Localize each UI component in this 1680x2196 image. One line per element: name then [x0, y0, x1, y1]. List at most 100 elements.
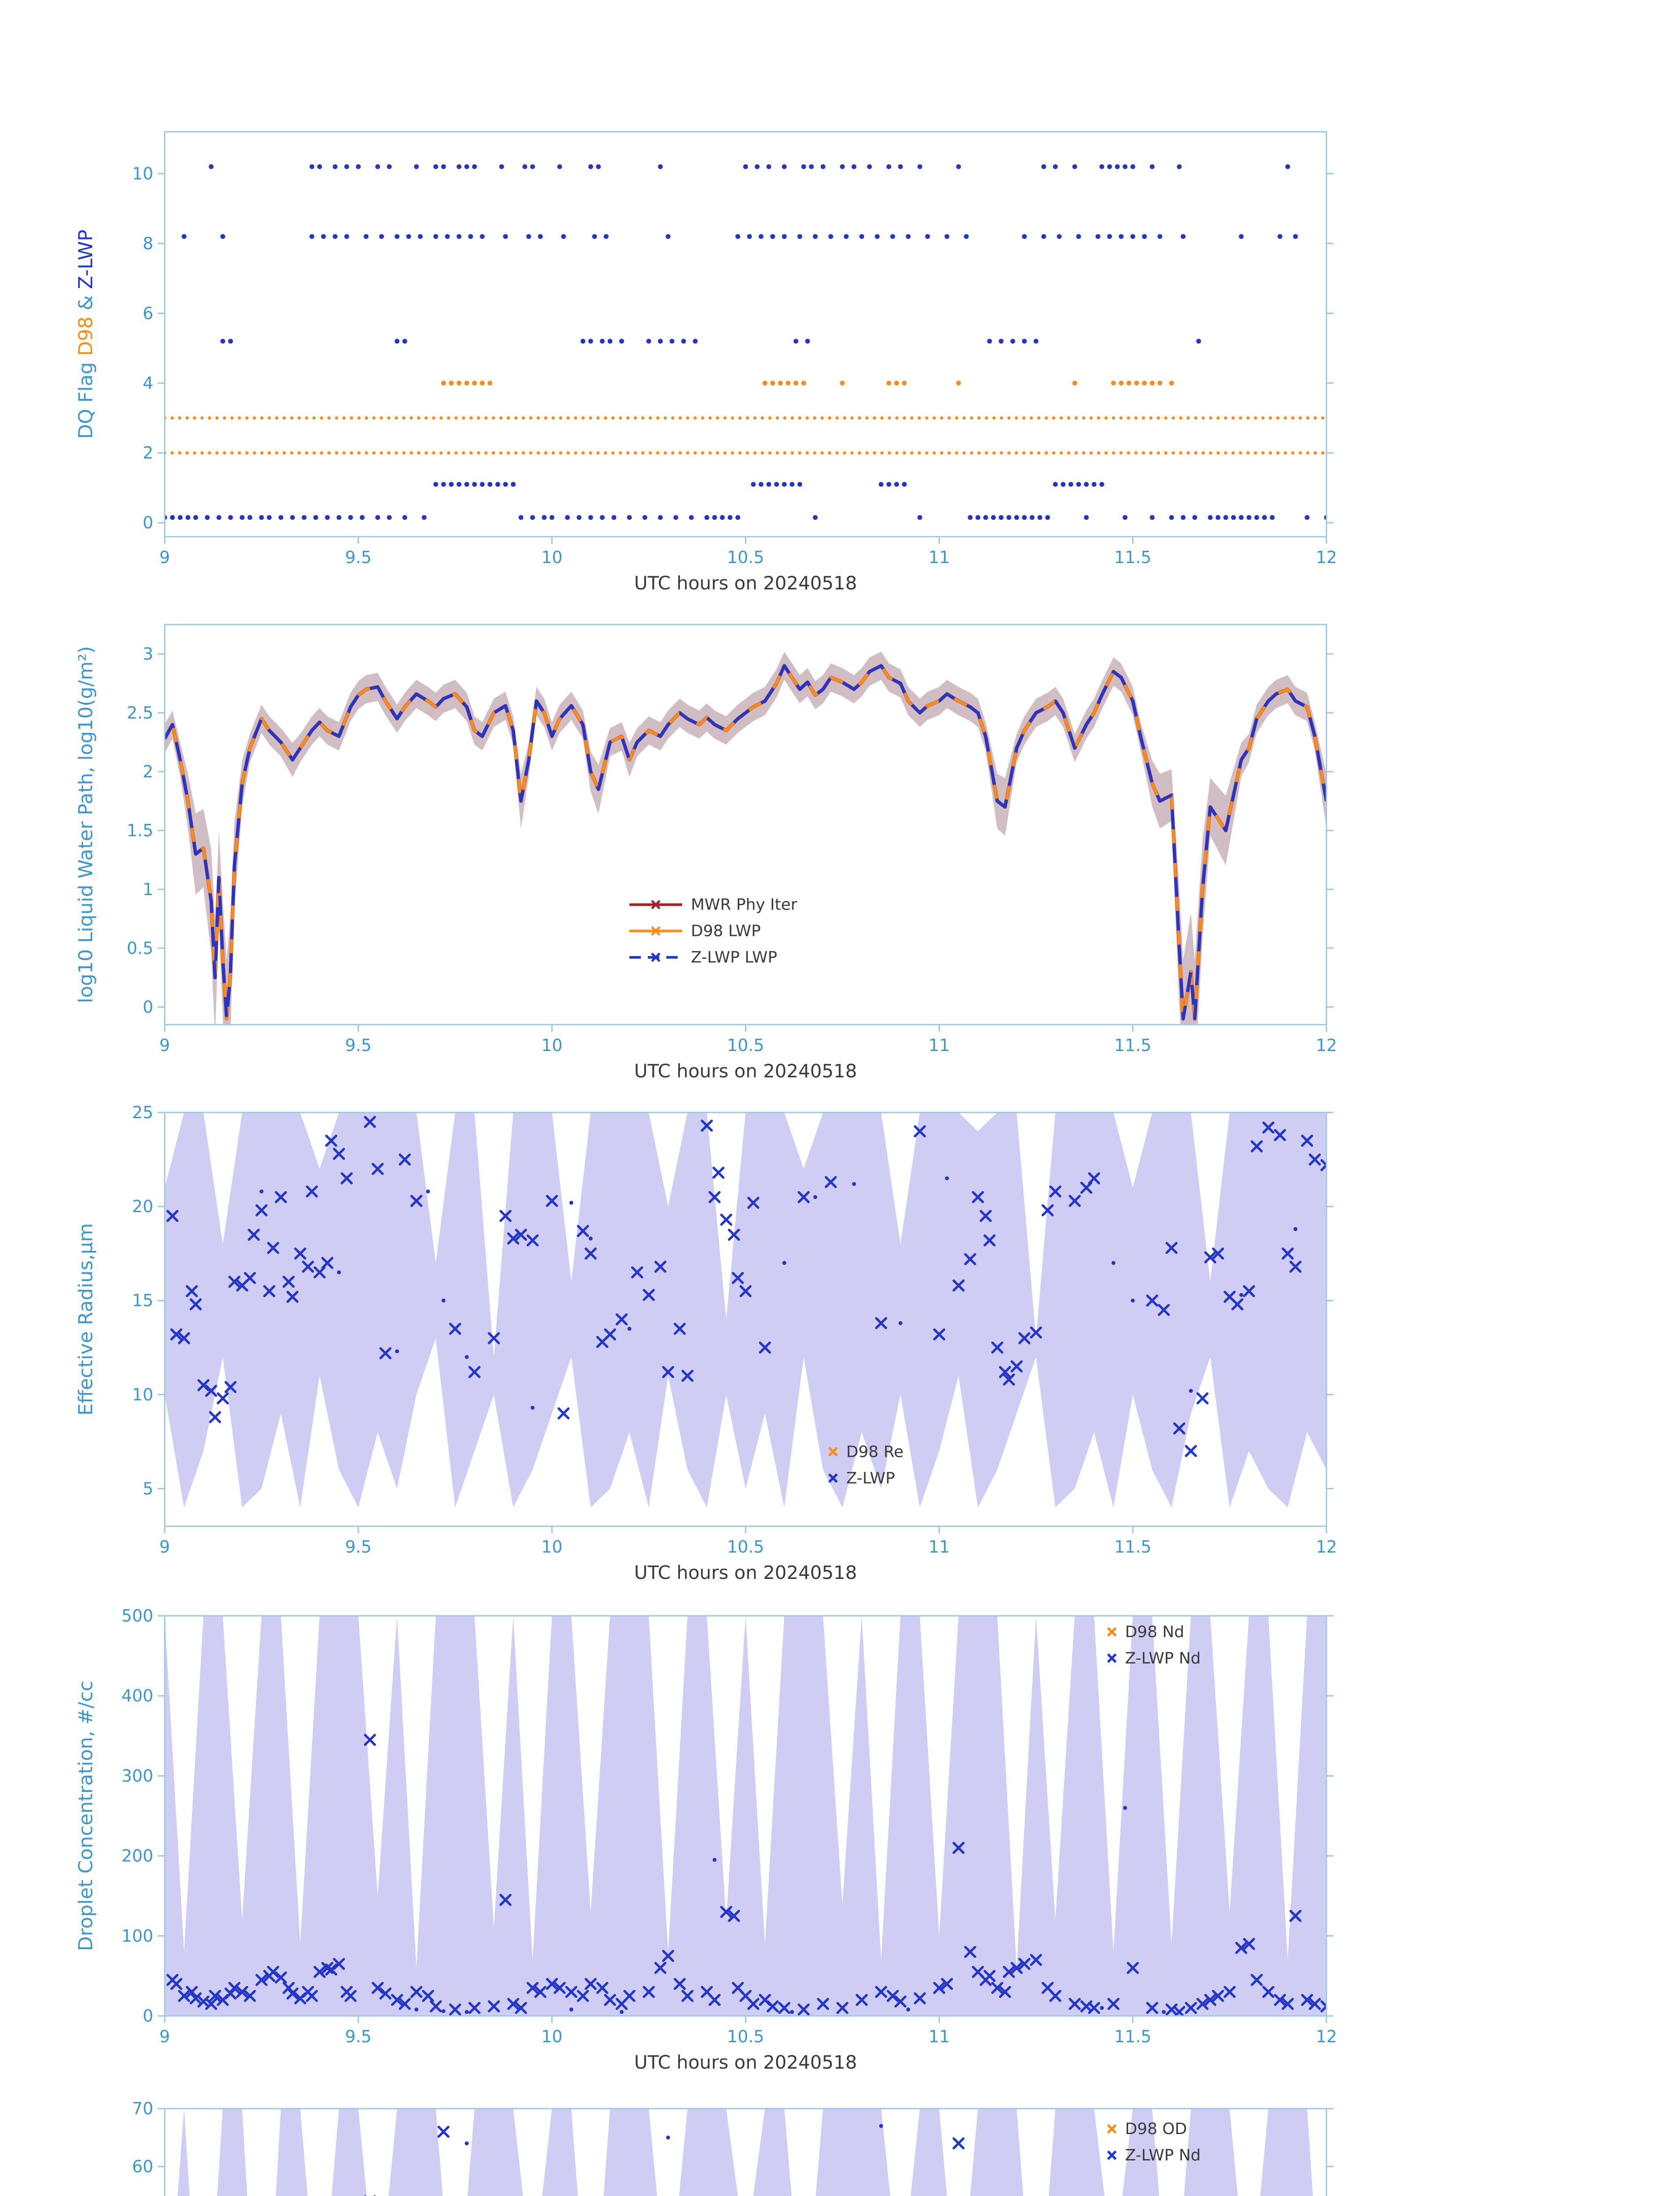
- y-tick-label: 2.5: [127, 703, 153, 722]
- plot-area-dq-flag: [165, 164, 1326, 520]
- zlwp-x-markers: [166, 1734, 1326, 2016]
- y-tick-label: 8: [143, 234, 153, 253]
- y-tick-label: 100: [121, 1926, 153, 1946]
- x-tick-label: 12: [1316, 1537, 1337, 1557]
- dq-row-flag-5: [220, 339, 1201, 344]
- x-tick-label: 10.5: [727, 1537, 764, 1557]
- x-tick-label: 10.5: [727, 1036, 764, 1055]
- y-tick-label: 0: [143, 997, 153, 1017]
- uncertainty-band: [165, 1112, 1326, 1508]
- x-axis-label: UTC hours on 20240518: [634, 572, 857, 594]
- small-dot-markers: [414, 1806, 1166, 2014]
- y-tick-label: 300: [121, 1766, 153, 1785]
- small-dot-markers: [465, 2124, 883, 2145]
- x-axis-label: UTC hours on 20240518: [634, 1060, 857, 1082]
- x-tick-label: 11: [929, 2027, 950, 2046]
- y-tick-label: 1: [143, 880, 153, 899]
- y-tick-label: 200: [121, 1846, 153, 1866]
- x-tick-label: 12: [1316, 2027, 1337, 2046]
- y-tick-label: 25: [132, 1103, 153, 1122]
- x-tick-label: 11: [929, 1036, 950, 1055]
- y-tick-label: 2: [143, 762, 153, 781]
- y-tick-label: 20: [132, 1197, 153, 1216]
- dq-row-flag-1: [433, 482, 1105, 487]
- y-tick-label: 0.5: [127, 939, 153, 958]
- y-tick-label: 500: [121, 1606, 153, 1625]
- y-tick-label: 10: [132, 164, 153, 183]
- lwp-uncertainty-band: [165, 651, 1326, 1025]
- y-axis-label: DQ Flag D98 & Z-LWP: [75, 230, 97, 439]
- x-tick-label: 12: [1316, 1036, 1337, 1055]
- legend-droplet-concentration: D98 Nd Z-LWP Nd: [1107, 1623, 1201, 1667]
- y-tick-label: 10: [132, 1385, 153, 1404]
- y-tick-label: 0: [143, 2006, 153, 2026]
- uncertainty-band: [165, 1616, 1326, 2016]
- y-tick-label: 6: [143, 303, 153, 323]
- dq-row-flag-8: [181, 234, 1298, 239]
- legend-label: D98 LWP: [691, 922, 761, 940]
- plot-area-optical-depth: [177, 2109, 1313, 2196]
- x-tick-label: 11.5: [1114, 1537, 1152, 1557]
- x-axis-label: UTC hours on 20240518: [634, 1562, 857, 1583]
- x-tick-label: 9: [159, 548, 170, 567]
- axes-effective-radius: 9 9.5 10 10.5 11 11.5 12 5 10 15 20 25 UTC hours on …: [75, 1103, 1337, 1583]
- y-tick-label: 1.5: [127, 821, 153, 840]
- legend-optical-depth: D98 OD Z-LWP Nd: [1107, 2120, 1201, 2164]
- dq-row-flag-4: [441, 380, 1174, 386]
- x-tick-label: 9: [159, 1036, 170, 1055]
- x-tick-label: 9: [159, 2027, 170, 2046]
- plot-area-effective-radius: [165, 1112, 1326, 1508]
- y-tick-label: 15: [132, 1291, 153, 1310]
- x-tick-label: 9.5: [345, 548, 372, 567]
- x-tick-label: 11.5: [1114, 2027, 1152, 2046]
- y-tick-label: 60: [132, 2157, 153, 2176]
- uncertainty-band: [177, 2109, 1313, 2196]
- legend-label: D98 Re: [846, 1443, 904, 1461]
- y-tick-label: 5: [143, 1479, 153, 1498]
- x-tick-label: 9.5: [345, 1036, 372, 1055]
- panel-dq-flag: 9 9.5 10 10.5 11 11.5 12 0 2 4 6 8 10 UTC hours on 20…: [75, 131, 1337, 594]
- x-tick-label: 12: [1316, 548, 1337, 567]
- x-tick-label: 9: [159, 1537, 170, 1557]
- x-tick-label: 11.5: [1114, 1036, 1152, 1055]
- y-tick-label: 0: [143, 513, 153, 532]
- y-tick-label: 70: [132, 2099, 153, 2118]
- y-axis-label: Droplet Concentration, #/cc: [75, 1681, 97, 1951]
- x-tick-label: 9.5: [345, 2027, 372, 2046]
- legend-lwp: MWR Phy Iter D98 LWP Z-LWP LWP: [629, 896, 797, 967]
- panel-effective-radius: 9 9.5 10 10.5 11 11.5 12 5 10 15 20 25 UTC hours on …: [75, 1103, 1337, 1583]
- axes-dq-flag: 9 9.5 10 10.5 11 11.5 12 0 2 4 6 8 10 UTC hours on 20…: [75, 131, 1337, 594]
- x-tick-label: 11.5: [1114, 548, 1152, 567]
- x-tick-label: 10: [541, 1036, 562, 1055]
- x-tick-label: 11: [929, 548, 950, 567]
- dq-row-flag-10: [209, 164, 1290, 169]
- axes-droplet-concentration: 9 9.5 10 10.5 11 11.5 12 0 100 200 300 400 500 UTC ho…: [75, 1606, 1337, 2073]
- dq-row-flag-0: [165, 515, 1326, 520]
- x-tick-label: 10: [541, 548, 562, 567]
- y-tick-label: 400: [121, 1686, 153, 1705]
- legend-label: Z-LWP: [846, 1469, 895, 1487]
- x-tick-label: 10: [541, 2027, 562, 2046]
- y-axis-label: Effective Radius,μm: [75, 1223, 97, 1416]
- y-axis-label: log10 Liquid Water Path, log10(g/m²): [75, 646, 97, 1003]
- plot-area-lwp: [165, 651, 1326, 1025]
- x-tick-label: 10.5: [727, 548, 764, 567]
- legend-label: Z-LWP LWP: [691, 949, 777, 967]
- x-tick-label: 11: [929, 1537, 950, 1557]
- x-axis-label: UTC hours on 20240518: [634, 2052, 857, 2073]
- zlwp-lwp-line: [165, 664, 1326, 1021]
- legend-label: D98 Nd: [1125, 1623, 1184, 1641]
- x-tick-label: 10.5: [727, 2027, 764, 2046]
- y-tick-label: 4: [143, 373, 153, 393]
- legend-label: D98 OD: [1125, 2120, 1187, 2138]
- small-dot-markers: [259, 1176, 1297, 1410]
- x-tick-label: 10: [541, 1537, 562, 1557]
- legend-label: Z-LWP Nd: [1125, 1649, 1200, 1667]
- panel-droplet-concentration: 9 9.5 10 10.5 11 11.5 12 0 100 200 300 400 500 UTC ho…: [75, 1606, 1337, 2073]
